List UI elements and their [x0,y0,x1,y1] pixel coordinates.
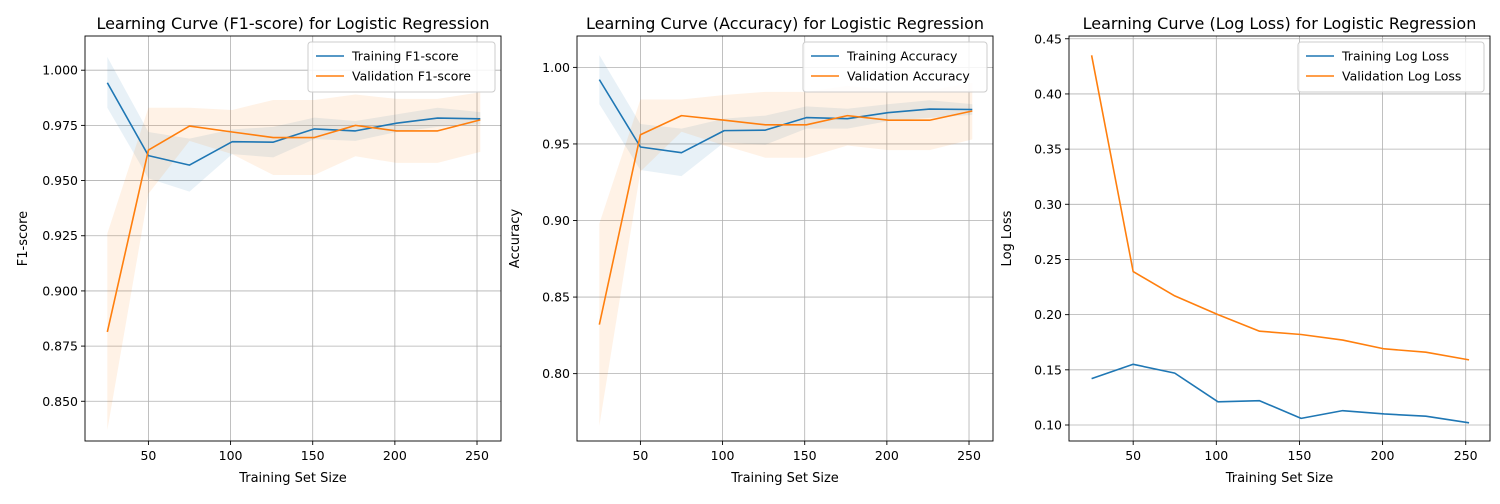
y-tick-label: 0.35 [1034,142,1062,157]
legend: Training Log Loss Validation Log Loss [1297,41,1485,93]
x-tick-label: 250 [465,448,489,463]
legend-label: Validation Accuracy [847,69,970,84]
plot-area [106,56,481,430]
y-tick-label: 1.00 [542,60,570,75]
y-axis-label: Log Loss [1000,210,1015,266]
y-tick-label: 0.85 [542,290,570,305]
x-axis-label: Training Set Size [730,471,839,486]
y-tick-label: 0.900 [42,283,78,298]
axes-frame [576,35,994,442]
legend-label: Validation Log Loss [1342,69,1461,84]
y-tick-label: 0.90 [542,213,570,228]
legend-label: Training F1-score [351,49,459,64]
legend-box [1297,41,1485,93]
x-tick-label: 150 [301,448,325,463]
y-tick-label: 0.25 [1034,252,1062,267]
x-axis-label: Training Set Size [1225,471,1334,486]
series-2-band [599,82,973,426]
x-tick-label: 250 [1454,448,1478,463]
chart-title: Learning Curve (Accuracy) for Logistic R… [586,14,984,33]
x-tick-label: 200 [383,448,407,463]
y-axis-label: F1-score [16,211,31,266]
plot-area [1090,55,1470,424]
y-tick-label: 0.950 [42,173,78,188]
legend: Training F1-score Validation F1-score [307,41,496,93]
legend-label: Training Log Loss [1341,49,1449,64]
x-tick-label: 100 [219,448,243,463]
y-tick-label: 0.30 [1034,197,1062,212]
axes-frame [1068,35,1491,442]
series-2-line [1090,55,1470,361]
x-tick-label: 150 [793,448,817,463]
y-tick-label: 0.40 [1034,86,1062,101]
x-tick-label: 50 [140,448,156,463]
series-1-line [1091,363,1470,424]
y-axis-label: Accuracy [508,209,523,269]
x-tick-label: 200 [875,448,899,463]
y-tick-label: 1.000 [42,63,78,78]
x-tick-label: 50 [632,448,648,463]
x-tick-label: 100 [1204,448,1228,463]
series-1-band [599,55,973,177]
y-tick-label: 0.95 [542,136,570,151]
y-tick-label: 0.875 [42,339,78,354]
x-tick-label: 250 [957,448,981,463]
series-1-line [106,82,481,166]
axes-frame [84,35,502,442]
chart-panel-1: 50 100 150 200 250 0.850 0.875 0.900 0.925 0.950 0… [16,14,502,486]
legend-label: Validation F1-score [352,69,471,84]
chart-title: Learning Curve (Log Loss) for Logistic R… [1083,14,1477,33]
x-tick-label: 200 [1371,448,1395,463]
chart-title: Learning Curve (F1-score) for Logistic R… [96,14,489,33]
series-2-line [598,110,973,325]
x-tick-label: 150 [1288,448,1312,463]
x-tick-label: 100 [711,448,735,463]
y-tick-label: 0.15 [1034,362,1062,377]
series-2-line [106,119,481,333]
y-tick-label: 0.850 [42,394,78,409]
x-tick-label: 50 [1125,448,1141,463]
x-axis-label: Training Set Size [238,471,347,486]
chart-panel-3: 50 100 150 200 250 0.10 0.15 0.20 0.25 0.30 0.35 0.… [1000,14,1491,486]
legend-label: Training Accuracy [846,49,958,64]
y-tick-label: 0.20 [1034,307,1062,322]
y-tick-label: 0.10 [1034,417,1062,432]
y-tick-label: 0.975 [42,118,78,133]
y-tick-label: 0.80 [542,366,570,381]
series-1-line [598,79,973,154]
series-2-band [107,92,481,430]
legend: Training Accuracy Validation Accuracy [802,41,988,93]
chart-panel-2: 50 100 150 200 250 0.80 0.85 0.90 0.95 1.00 Learni… [508,14,994,486]
y-tick-label: 0.925 [42,228,78,243]
legend-box [307,41,496,93]
legend-box [802,41,988,93]
series-1-band [107,56,481,192]
plot-area [598,55,973,426]
y-tick-label: 0.45 [1034,31,1062,46]
